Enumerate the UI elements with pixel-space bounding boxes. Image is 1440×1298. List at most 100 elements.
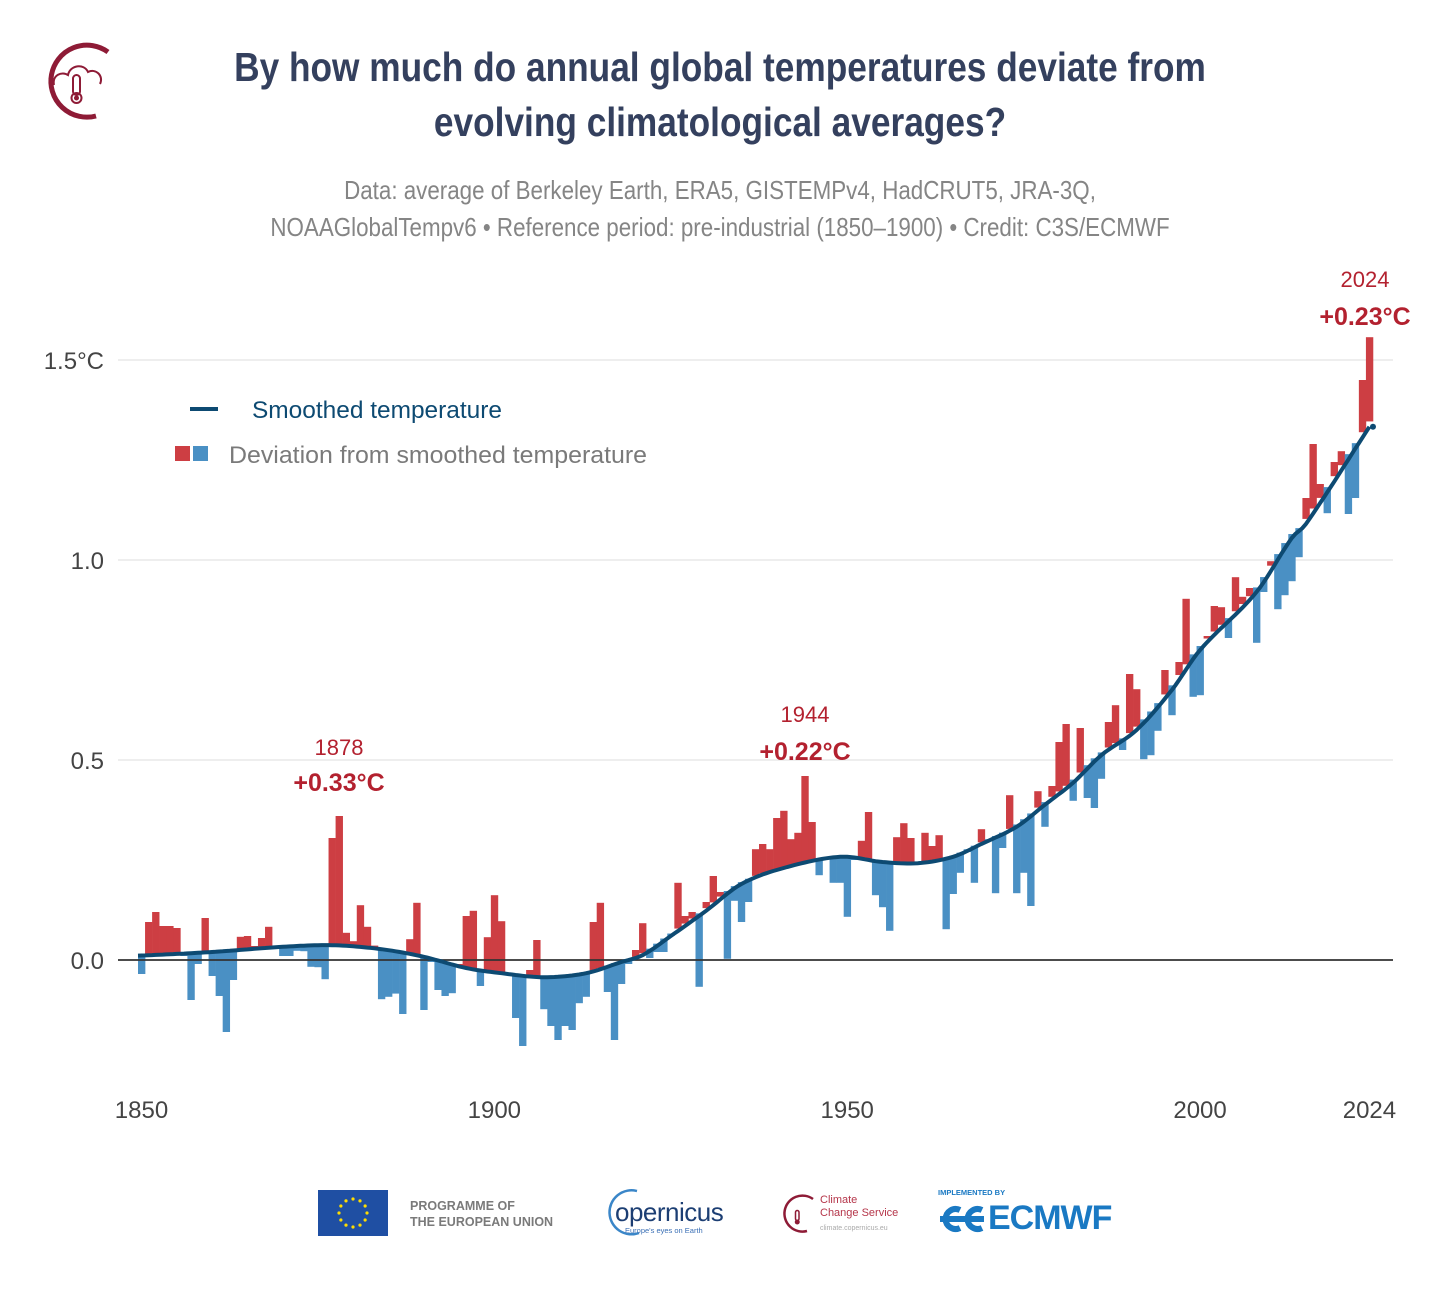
deviation-bar: [1309, 444, 1317, 509]
deviation-bar: [1238, 596, 1247, 605]
deviation-bar: [342, 932, 351, 947]
deviation-bar: [1295, 528, 1303, 558]
copernicus-tagline: Europe's eyes on Earth: [625, 1226, 703, 1235]
deviation-bar: [469, 910, 478, 970]
deviation-bar: [610, 963, 619, 1040]
deviation-bar: [540, 977, 548, 1010]
deviation-bar: [1161, 670, 1169, 695]
deviation-bar: [702, 902, 710, 909]
deviation-bar: [533, 940, 541, 978]
deviation-bar: [392, 951, 400, 994]
copernicus-wordmark: opernicus: [615, 1197, 724, 1227]
deviation-bar: [1147, 711, 1155, 756]
deviation-bar: [991, 836, 1000, 894]
c3s-logo: Climate Change Service climate.copernicu…: [778, 1188, 918, 1243]
deviation-bar: [631, 950, 640, 957]
x-tick-label: 1950: [821, 1097, 874, 1124]
deviation-bar: [307, 945, 315, 967]
deviation-bar: [794, 832, 802, 864]
eu-programme-text: PROGRAMME OF THE EUROPEAN UNION: [410, 1198, 553, 1230]
title-line-1: By how much do annual global temperature…: [234, 44, 1206, 90]
deviation-bar: [801, 776, 809, 862]
deviation-bar: [1302, 498, 1310, 519]
deviation-bar: [1097, 752, 1106, 779]
deviation-bar: [448, 965, 456, 994]
deviation-bar: [1203, 636, 1211, 639]
deviation-bar: [766, 849, 774, 872]
deviation-bar: [476, 971, 485, 986]
deviation-bar: [886, 862, 894, 931]
deviation-bar: [208, 951, 216, 976]
deviation-bar: [497, 921, 506, 974]
deviation-bar: [406, 939, 414, 955]
legend-smoothed-label: Smoothed temperature: [252, 397, 502, 424]
deviation-bar: [1231, 577, 1240, 612]
eu-star: [339, 1204, 343, 1208]
c3s-line-2: Change Service: [820, 1207, 899, 1219]
deviation-bar: [1316, 484, 1324, 498]
deviation-bar: [399, 953, 407, 1014]
chart: 0.0 0.5 1.0 1.5°C 1850 1900 1950 2000 2024 Smoo…: [44, 267, 1411, 1124]
c3s-url: climate.copernicus.eu: [820, 1225, 888, 1232]
y-tick-label: 0.5: [71, 748, 104, 775]
deviation-bar: [646, 948, 654, 958]
eu-star: [339, 1218, 343, 1222]
legend-negative-swatch: [193, 446, 208, 461]
deviation-bar: [1034, 791, 1042, 808]
smoothed-end-dot: [1369, 423, 1376, 430]
eu-line-1: PROGRAMME OF: [410, 1199, 515, 1213]
deviation-bar: [1323, 487, 1331, 514]
deviation-bar: [314, 945, 322, 968]
deviation-bar: [751, 849, 760, 876]
deviation-bar: [236, 936, 245, 950]
deviation-bar: [159, 926, 167, 955]
deviation-bar: [977, 829, 986, 843]
deviation-bar: [1062, 724, 1070, 786]
deviation-bar: [1189, 654, 1197, 697]
deviation-bar: [279, 946, 287, 956]
deviation-bar: [603, 965, 612, 992]
copernicus-arc-icon: [608, 1189, 640, 1236]
deviation-bar: [384, 950, 393, 997]
deviation-bar: [1090, 758, 1099, 808]
deviation-bar: [1330, 462, 1338, 477]
legend-deviation-label: Deviation from smoothed temperature: [229, 442, 647, 469]
deviation-bar: [1182, 598, 1190, 665]
deviation-bar: [420, 957, 428, 1010]
deviation-bar: [265, 926, 273, 948]
deviation-bar: [907, 838, 915, 864]
deviation-bar: [1253, 587, 1261, 643]
eu-flag-icon: [318, 1190, 388, 1236]
annotation-value: +0.33°C: [293, 769, 384, 797]
deviation-bar: [138, 955, 146, 974]
deviation-bar: [1140, 719, 1148, 760]
deviation-bar: [970, 845, 979, 883]
deviation-bar: [1083, 765, 1091, 798]
y-tick-label: 0.0: [71, 948, 104, 975]
eu-star: [363, 1204, 367, 1208]
deviation-bar: [857, 840, 866, 860]
deviation-bar: [730, 886, 739, 901]
chart-subtitle: Data: average of Berkeley Earth, ERA5, G…: [101, 172, 1339, 246]
deviation-bar: [215, 951, 223, 996]
c3s-small-icon: [783, 1194, 814, 1233]
deviation-bar: [1337, 451, 1346, 466]
x-tick-label: 1850: [115, 1097, 168, 1124]
deviation-bar: [1076, 728, 1084, 773]
deviation-bar: [900, 823, 908, 864]
subtitle-line-2: NOAAGlobalTempv6 • Reference period: pre…: [270, 212, 1170, 242]
footer-logos: PROGRAMME OF THE EUROPEAN UNION opernicu…: [0, 1180, 1440, 1250]
deviation-bar: [617, 960, 626, 984]
deviation-bar: [759, 844, 767, 874]
smoothed-temperature-line: [137, 425, 1372, 980]
y-tick-label: 1.5°C: [44, 348, 104, 375]
ecmwf-implemented-by: IMPLEMENTED BY: [938, 1188, 1006, 1197]
deviation-bar: [829, 857, 837, 883]
deviation-bar: [1125, 674, 1134, 734]
annotation-year: 2024: [1341, 267, 1390, 292]
deviation-bar: [201, 918, 209, 953]
deviation-bar: [1288, 534, 1296, 582]
deviation-bar: [942, 857, 950, 930]
deviation-bar: [561, 975, 569, 1026]
deviation-bar: [554, 976, 562, 1040]
